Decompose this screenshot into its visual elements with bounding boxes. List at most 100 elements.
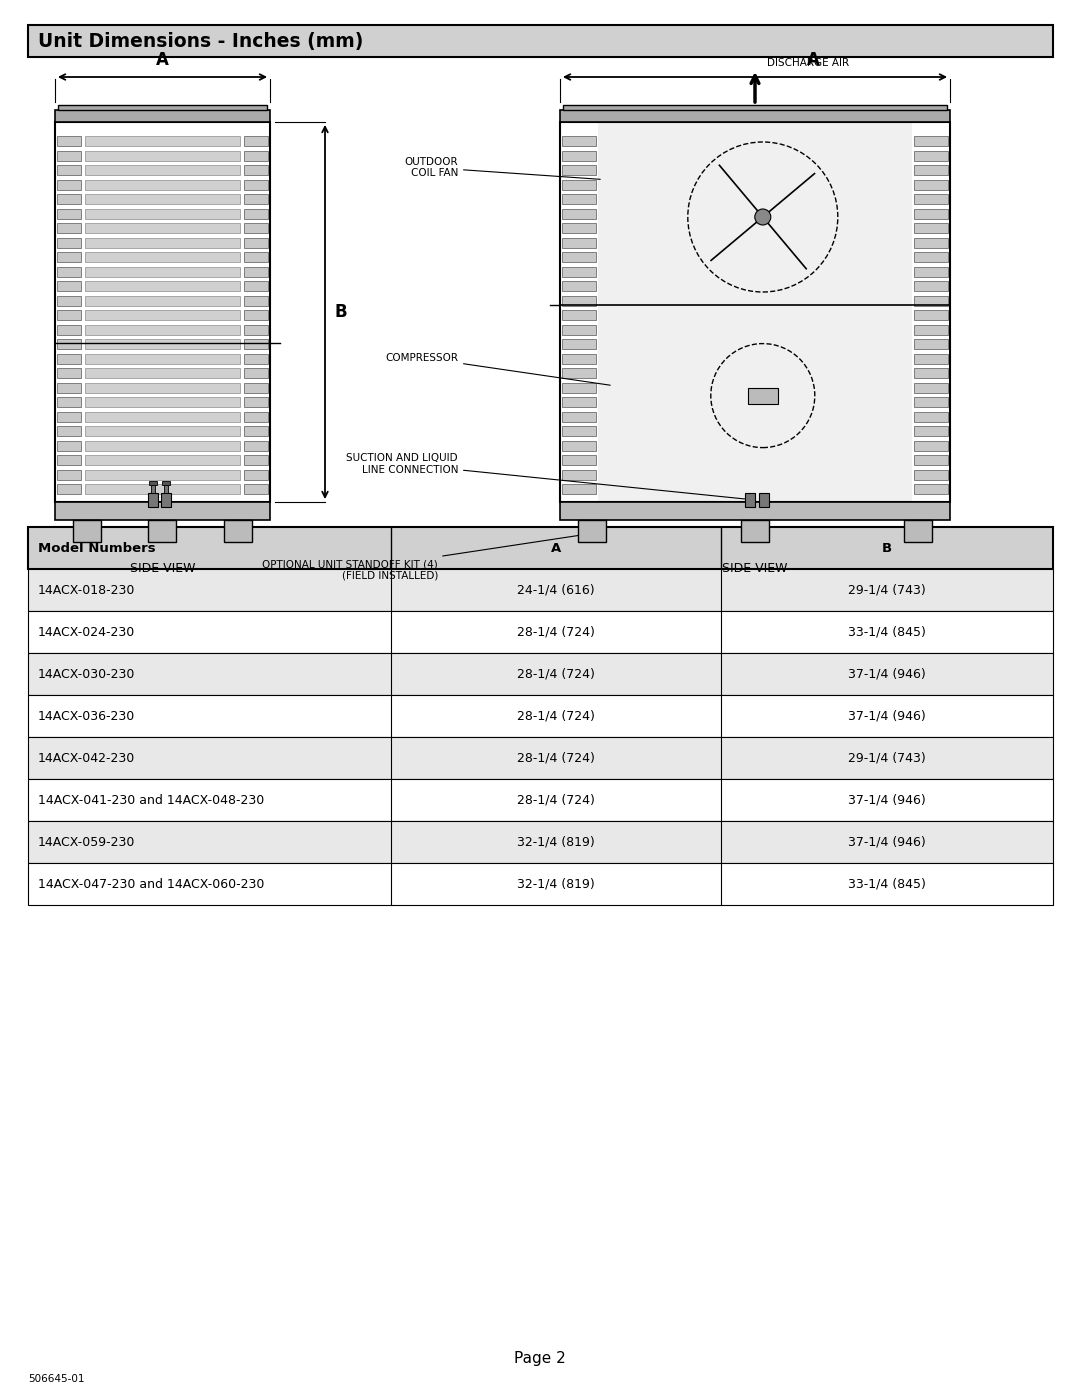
Bar xyxy=(759,493,769,507)
Text: A: A xyxy=(157,52,168,68)
Bar xyxy=(85,383,240,393)
Bar xyxy=(562,136,596,147)
Bar xyxy=(914,426,948,436)
Bar xyxy=(914,383,948,393)
Text: 14ACX-018-230: 14ACX-018-230 xyxy=(38,584,135,597)
Text: B: B xyxy=(882,542,892,555)
Text: COMPRESSOR: COMPRESSOR xyxy=(384,352,610,386)
Bar xyxy=(562,296,596,306)
Text: 14ACX-036-230: 14ACX-036-230 xyxy=(38,710,135,722)
Bar xyxy=(85,296,240,306)
Bar xyxy=(164,485,168,493)
Text: B: B xyxy=(335,303,348,321)
Text: 28-1/4 (724): 28-1/4 (724) xyxy=(517,752,595,764)
Bar xyxy=(28,25,1053,57)
Bar xyxy=(562,281,596,291)
Bar xyxy=(562,383,596,393)
Bar xyxy=(598,122,912,502)
Text: DISCHARGE AIR: DISCHARGE AIR xyxy=(767,59,849,68)
Bar xyxy=(57,397,81,407)
Text: OUTDOOR
COIL FAN: OUTDOOR COIL FAN xyxy=(404,156,600,179)
Bar xyxy=(244,179,268,190)
Bar xyxy=(85,426,240,436)
Bar xyxy=(57,251,81,263)
Bar xyxy=(244,136,268,147)
Text: 14ACX-041-230 and 14ACX-048-230: 14ACX-041-230 and 14ACX-048-230 xyxy=(38,793,265,806)
Bar xyxy=(57,367,81,379)
Bar xyxy=(244,151,268,161)
Text: Model Numbers: Model Numbers xyxy=(38,542,156,555)
Bar xyxy=(58,105,267,110)
Bar xyxy=(562,412,596,422)
Bar xyxy=(244,455,268,465)
Bar xyxy=(28,738,1053,780)
Bar xyxy=(914,165,948,175)
Bar xyxy=(914,397,948,407)
Text: SUCTION AND LIQUID
LINE CONNECTION: SUCTION AND LIQUID LINE CONNECTION xyxy=(347,453,753,500)
Bar xyxy=(28,652,1053,694)
Bar xyxy=(85,165,240,175)
Bar xyxy=(914,469,948,479)
Text: 37-1/4 (946): 37-1/4 (946) xyxy=(848,835,926,848)
Circle shape xyxy=(755,210,771,225)
Bar xyxy=(85,179,240,190)
Bar xyxy=(244,281,268,291)
Bar xyxy=(28,780,1053,821)
Bar xyxy=(244,237,268,247)
Bar xyxy=(562,237,596,247)
Bar xyxy=(148,493,158,507)
Text: A: A xyxy=(807,52,820,68)
Bar xyxy=(914,367,948,379)
Bar xyxy=(562,397,596,407)
Bar xyxy=(562,426,596,436)
Bar xyxy=(28,863,1053,905)
Bar xyxy=(244,383,268,393)
Bar xyxy=(914,324,948,334)
Bar xyxy=(562,455,596,465)
Bar xyxy=(149,481,157,485)
Bar xyxy=(57,165,81,175)
Bar xyxy=(57,412,81,422)
Bar xyxy=(562,440,596,450)
Text: 14ACX-042-230: 14ACX-042-230 xyxy=(38,752,135,764)
Text: 37-1/4 (946): 37-1/4 (946) xyxy=(848,710,926,722)
Bar xyxy=(55,122,270,502)
Bar xyxy=(28,821,1053,863)
Bar xyxy=(244,194,268,204)
Text: 28-1/4 (724): 28-1/4 (724) xyxy=(517,793,595,806)
Text: Page 2: Page 2 xyxy=(514,1351,566,1366)
Bar xyxy=(914,412,948,422)
Bar xyxy=(904,520,932,542)
Bar xyxy=(562,469,596,479)
Bar xyxy=(85,339,240,349)
Text: 14ACX-059-230: 14ACX-059-230 xyxy=(38,835,135,848)
Bar xyxy=(244,324,268,334)
Text: 14ACX-024-230: 14ACX-024-230 xyxy=(38,626,135,638)
Bar xyxy=(244,339,268,349)
Bar xyxy=(55,502,270,520)
Bar xyxy=(161,493,171,507)
Bar xyxy=(244,412,268,422)
Bar xyxy=(747,387,778,404)
Text: 506645-01: 506645-01 xyxy=(28,1375,84,1384)
Bar xyxy=(562,224,596,233)
Bar xyxy=(85,136,240,147)
Bar xyxy=(85,267,240,277)
Bar xyxy=(244,483,268,495)
Bar xyxy=(244,469,268,479)
Bar xyxy=(55,110,270,122)
Bar xyxy=(914,353,948,363)
Bar xyxy=(57,339,81,349)
Bar xyxy=(244,251,268,263)
Bar xyxy=(28,694,1053,738)
Bar xyxy=(85,367,240,379)
Bar xyxy=(28,610,1053,652)
Bar xyxy=(57,296,81,306)
Bar xyxy=(244,397,268,407)
Bar xyxy=(162,481,170,485)
Bar xyxy=(244,310,268,320)
Text: 14ACX-030-230: 14ACX-030-230 xyxy=(38,668,135,680)
Bar xyxy=(244,224,268,233)
Bar xyxy=(244,208,268,218)
Bar xyxy=(914,136,948,147)
